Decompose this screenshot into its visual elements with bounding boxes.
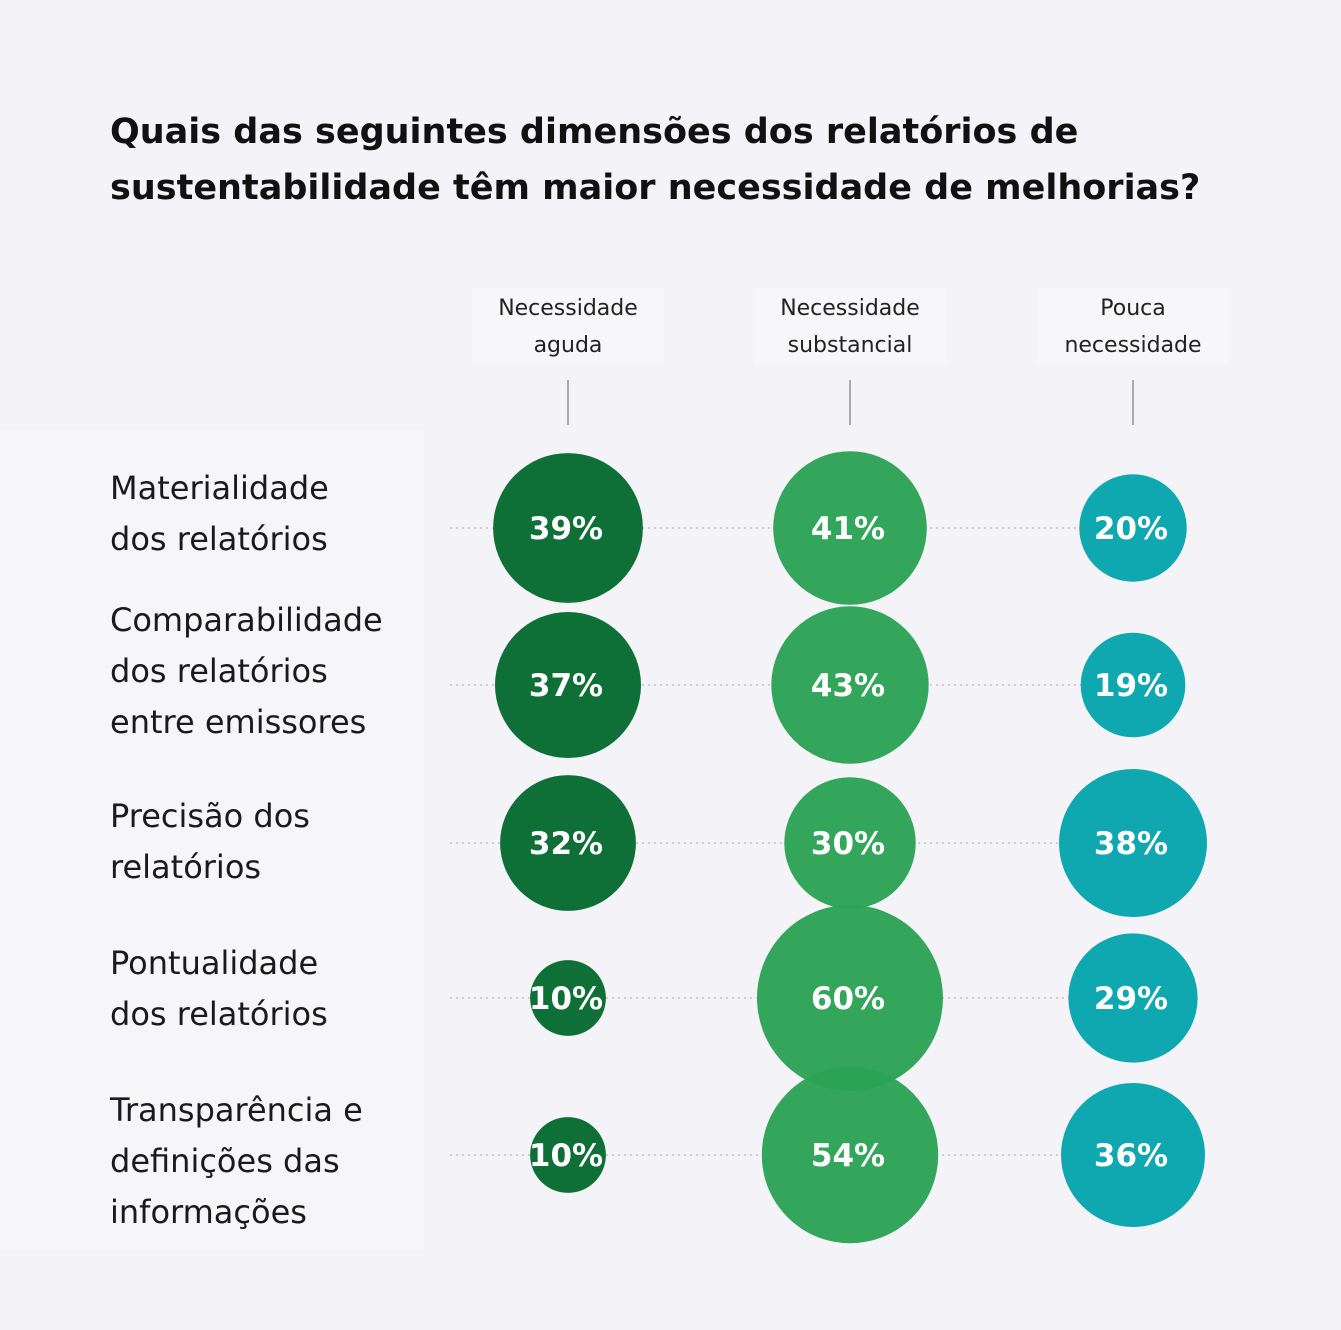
chart-title: Quais das seguintes dimensões dos relató… [110, 104, 1290, 216]
bubble [530, 960, 606, 1036]
bubble-value-label: 41% [811, 511, 885, 547]
bubble-value-label: 43% [811, 668, 885, 704]
bubble [757, 905, 943, 1091]
bubble-value-label: 20% [1094, 511, 1168, 547]
bubble-value-label: 32% [529, 826, 603, 862]
column-header-label: Pouca [1100, 296, 1165, 321]
bubble [493, 453, 643, 603]
bubble [530, 1117, 606, 1193]
column-header-label: aguda [534, 333, 603, 358]
chart-title-line-1: Quais das seguintes dimensões dos relató… [110, 112, 1079, 152]
row-label: entre emissores [110, 703, 366, 741]
bubble [784, 777, 916, 909]
row-label: relatórios [110, 848, 261, 886]
column-header-bg [472, 288, 664, 364]
column-header-label: Necessidade [780, 296, 920, 321]
row-label: Precisão dos [110, 797, 310, 835]
bubble-value-label: 29% [1094, 981, 1168, 1017]
bubble [1080, 632, 1186, 738]
bubble-value-label: 30% [811, 826, 885, 862]
bubble [761, 1066, 939, 1244]
bubble [1061, 1083, 1205, 1227]
column-header-label: Necessidade [498, 296, 638, 321]
row-label: dos relatórios [110, 995, 328, 1033]
bubble [1068, 933, 1198, 1063]
row-label: Pontualidade [110, 944, 318, 982]
bubble [500, 775, 636, 911]
row-label-panel [0, 430, 424, 1250]
column-header-label: substancial [788, 333, 913, 358]
bubble [1059, 769, 1207, 917]
column-header-label: necessidade [1064, 333, 1201, 358]
bubble [1079, 474, 1187, 582]
row-label: dos relatórios [110, 520, 328, 558]
row-label: Materialidade [110, 469, 329, 507]
chart-title-line-2: sustentabilidade têm maior necessidade d… [110, 168, 1201, 208]
bubble-value-label: 54% [811, 1138, 885, 1174]
bubble [773, 451, 927, 605]
bubble-value-label: 10% [529, 981, 603, 1017]
bubble-value-label: 37% [529, 668, 603, 704]
bubble-value-label: 19% [1094, 668, 1168, 704]
bubble-value-label: 39% [529, 511, 603, 547]
bubble [495, 612, 641, 758]
bubble-value-label: 38% [1094, 826, 1168, 862]
row-label: dos relatórios [110, 652, 328, 690]
bubble-value-label: 10% [529, 1138, 603, 1174]
row-label: Comparabilidade [110, 601, 383, 639]
bubble [771, 606, 929, 764]
row-label: Transparência e [109, 1091, 363, 1129]
row-label: definições das [110, 1142, 340, 1180]
column-header-bg [1037, 288, 1229, 364]
column-header-bg [754, 288, 946, 364]
bubble-value-label: 60% [811, 981, 885, 1017]
row-label: informações [110, 1193, 307, 1231]
bubble-value-label: 36% [1094, 1138, 1168, 1174]
